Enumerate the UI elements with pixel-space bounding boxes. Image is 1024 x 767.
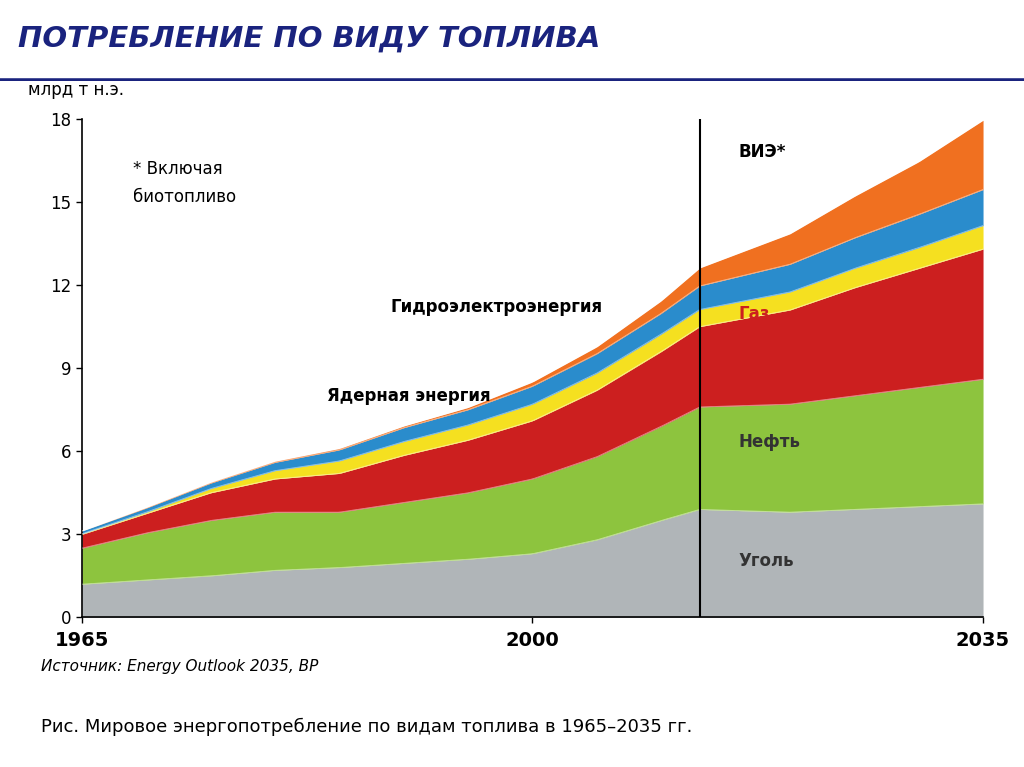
- Text: * Включая: * Включая: [133, 160, 223, 179]
- Text: млрд т н.э.: млрд т н.э.: [28, 81, 124, 99]
- Text: Гидроэлектроэнергия: Гидроэлектроэнергия: [391, 298, 603, 316]
- Text: ВИЭ*: ВИЭ*: [738, 143, 785, 161]
- Text: Газ: Газ: [738, 305, 770, 323]
- Text: биотопливо: биотопливо: [133, 188, 237, 206]
- Text: Нефть: Нефть: [738, 433, 801, 450]
- Text: Ядерная энергия: Ядерная энергия: [327, 387, 490, 405]
- Text: ПОТРЕБЛЕНИЕ ПО ВИДУ ТОПЛИВА: ПОТРЕБЛЕНИЕ ПО ВИДУ ТОПЛИВА: [18, 25, 601, 53]
- Text: Рис. Мировое энергопотребление по видам топлива в 1965–2035 гг.: Рис. Мировое энергопотребление по видам …: [41, 718, 692, 736]
- Text: Уголь: Уголь: [738, 551, 794, 570]
- Text: Источник: Energy Outlook 2035, BP: Источник: Energy Outlook 2035, BP: [41, 659, 318, 674]
